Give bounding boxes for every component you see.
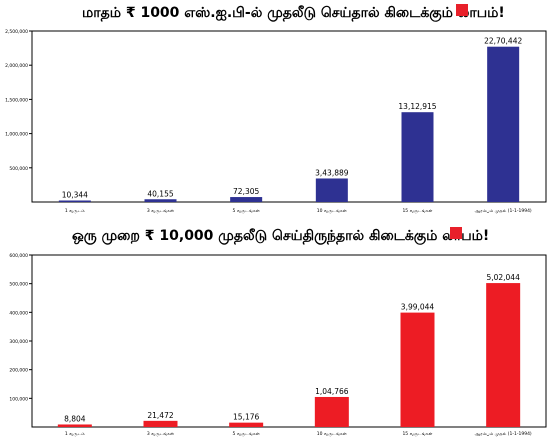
y-tick-label: 1,500,000 xyxy=(5,97,28,103)
y-tick-label: 500,000 xyxy=(9,166,28,172)
x-category-label: ஆரம்பம் முதல் (1-1-1994) xyxy=(475,431,532,437)
x-category-label: 5 வருடங்கள் xyxy=(233,431,261,437)
x-category-label: 3 வருடங்கள் xyxy=(147,208,175,214)
bar-value-label: 5,02,044 xyxy=(486,273,520,282)
bar-value-label: 3,43,889 xyxy=(315,168,349,177)
bar-value-label: 15,176 xyxy=(233,413,259,422)
y-tick-label: 2,000,000 xyxy=(5,63,28,69)
x-category-label: 10 வருடங்கள் xyxy=(317,208,348,214)
plot-frame xyxy=(31,30,547,203)
bar-value-label: 1,04,766 xyxy=(315,387,349,396)
x-category-label: 10 வருடங்கள் xyxy=(317,431,348,437)
y-tick-label: 300,000 xyxy=(9,339,28,345)
bar-value-label: 22,70,442 xyxy=(484,37,522,46)
flag-icon xyxy=(456,4,468,16)
bar xyxy=(314,396,349,427)
x-category-label: 1 வருடம் xyxy=(65,208,85,214)
bar xyxy=(58,200,91,202)
bar xyxy=(57,424,92,427)
chart-1: 500,000 1,000,000 1,500,000 2,000,000 2,500,… xyxy=(5,29,547,214)
y-tick-label: 1,000,000 xyxy=(5,132,28,138)
chart-2-title: ஒரு முறை ₹ 10,000 முதலீடு செய்திருந்தால்… xyxy=(72,228,490,244)
bar xyxy=(144,199,177,202)
chart-1-title: மாதம் ₹ 1000 எஸ்.ஐ.பி-ல் முதலீடு செய்தால… xyxy=(82,5,505,21)
y-tick-label: 600,000 xyxy=(9,253,28,259)
bar-value-label: 10,344 xyxy=(62,191,88,200)
bar xyxy=(400,312,435,427)
x-category-label: 15 வருடங்கள் xyxy=(402,208,433,214)
bar xyxy=(315,178,348,202)
x-category-label: 3 வருடங்கள் xyxy=(147,431,175,437)
bar-value-label: 40,155 xyxy=(147,189,173,198)
bar xyxy=(229,422,264,427)
bar-value-label: 3,99,044 xyxy=(401,303,435,312)
y-tick-label: 2,500,000 xyxy=(5,29,28,35)
x-category-label: 15 வருடங்கள் xyxy=(402,431,433,437)
y-tick-label: 500,000 xyxy=(9,282,28,288)
x-category-label: 1 வருடம் xyxy=(65,431,85,437)
y-tick-label: 200,000 xyxy=(9,368,28,374)
y-tick-label: 100,000 xyxy=(9,396,28,402)
bar xyxy=(486,283,521,427)
y-tick-label: 400,000 xyxy=(9,310,28,316)
flag-icon xyxy=(450,227,462,239)
chart-2: 100,000 200,000 300,000 400,000 500,000 600,0… xyxy=(9,253,547,437)
plot-frame xyxy=(31,254,547,428)
bar-value-label: 13,12,915 xyxy=(398,102,436,111)
bar xyxy=(143,420,178,427)
x-category-label: 5 வருடங்கள் xyxy=(233,208,261,214)
bar xyxy=(230,197,263,202)
bar xyxy=(487,46,520,202)
x-category-label: ஆரம்பம் முதல் (1-1-1994) xyxy=(475,208,532,214)
bar-value-label: 21,472 xyxy=(147,411,173,420)
bar xyxy=(401,112,434,202)
bar-value-label: 72,305 xyxy=(233,187,259,196)
bar-value-label: 8,804 xyxy=(64,414,86,423)
